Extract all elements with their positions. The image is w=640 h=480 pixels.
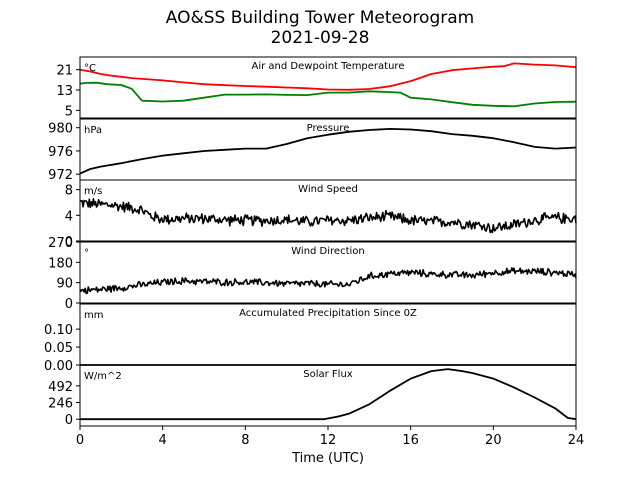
xtick-label: 8 — [241, 433, 249, 448]
ytick-label-temperature: 13 — [56, 84, 73, 99]
ytick-label-precip: 0.05 — [44, 341, 73, 356]
unit-label-temperature: °C — [84, 63, 96, 74]
ytick-label-precip: 0.00 — [44, 359, 73, 374]
ytick-label-pressure: 980 — [48, 122, 73, 137]
series-line-dew — [79, 81, 577, 108]
ytick-label-temperature: 21 — [56, 64, 73, 79]
panel-frame-temperature — [79, 56, 577, 119]
xtick-label: 16 — [402, 433, 419, 448]
panel-label-solar: Solar Flux — [303, 369, 353, 380]
xtick-label: 4 — [159, 433, 167, 448]
unit-label-pressure: hPa — [84, 125, 102, 136]
ytick-label-wind_dir: 180 — [48, 256, 73, 271]
ytick-label-solar: 246 — [48, 397, 73, 412]
ytick-label-wind_dir: 270 — [48, 236, 73, 251]
x-axis-label: Time (UTC) — [291, 451, 364, 466]
ytick-label-temperature: 5 — [65, 104, 73, 119]
panel-label-precip: Accumulated Precipitation Since 0Z — [239, 308, 417, 319]
xtick-label: 20 — [485, 433, 502, 448]
ytick-label-wind_speed: 4 — [65, 209, 73, 224]
ytick-label-pressure: 972 — [48, 168, 73, 183]
chart-title: AO&SS Building Tower Meteorogram — [165, 8, 475, 28]
series-line-pres — [79, 127, 577, 175]
ytick-label-wind_dir: 90 — [56, 277, 73, 292]
panel-label-pressure: Pressure — [307, 123, 350, 134]
series-line-wd — [79, 267, 577, 295]
panel-frame-wind_dir — [79, 241, 577, 304]
ytick-label-wind_speed: 0 — [65, 235, 73, 250]
ytick-label-solar: 0 — [65, 413, 73, 428]
unit-label-precip: mm — [84, 310, 103, 321]
panel-label-wind_speed: Wind Speed — [298, 184, 358, 195]
panel-label-wind_dir: Wind Direction — [291, 246, 365, 257]
ytick-label-wind_speed: 8 — [65, 184, 73, 199]
unit-label-solar: W/m^2 — [84, 371, 122, 382]
panel-label-temperature: Air and Dewpoint Temperature — [252, 61, 405, 72]
ytick-label-wind_dir: 0 — [65, 297, 73, 312]
ytick-label-precip: 0.10 — [44, 323, 73, 338]
unit-label-wind_speed: m/s — [84, 186, 102, 197]
series-line-ws — [79, 198, 577, 234]
ytick-label-pressure: 976 — [48, 145, 73, 160]
ytick-label-solar: 492 — [48, 380, 73, 395]
panel-frame-wind_speed — [79, 179, 577, 242]
series-line-sf — [80, 368, 577, 421]
xtick-label: 24 — [568, 433, 585, 448]
xtick-label: 0 — [76, 433, 84, 448]
xtick-label: 12 — [320, 433, 337, 448]
series-line-air — [79, 62, 577, 91]
unit-label-wind_dir: ° — [84, 248, 89, 259]
chart-subtitle: 2021-09-28 — [270, 28, 370, 48]
